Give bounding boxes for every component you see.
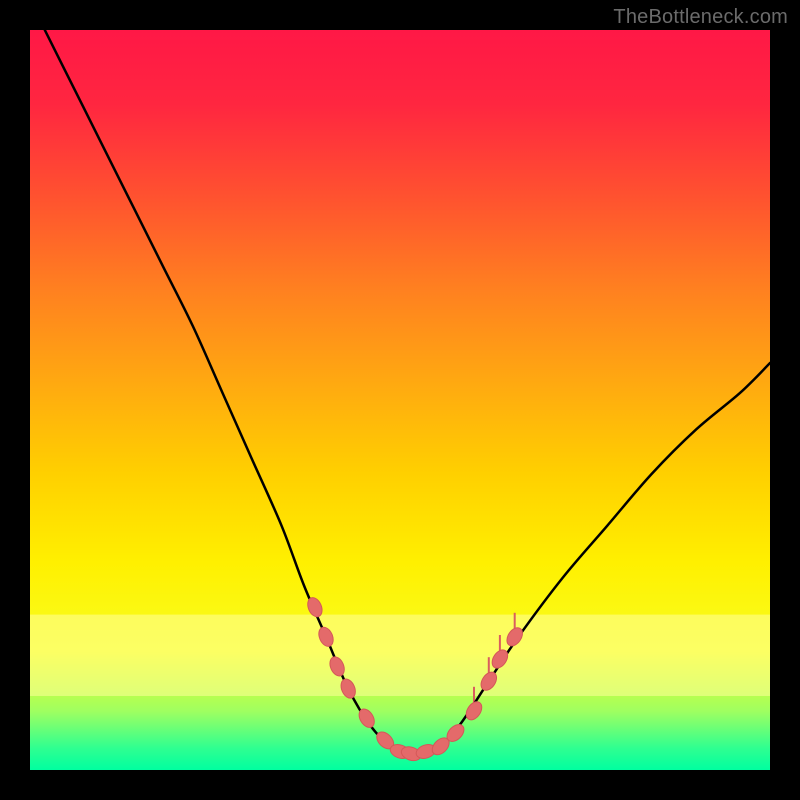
plot-area <box>30 30 770 770</box>
bottleneck-curve-chart <box>30 30 770 770</box>
highlight-band <box>30 615 770 696</box>
chart-frame: TheBottleneck.com <box>0 0 800 800</box>
watermark-text: TheBottleneck.com <box>613 6 788 29</box>
